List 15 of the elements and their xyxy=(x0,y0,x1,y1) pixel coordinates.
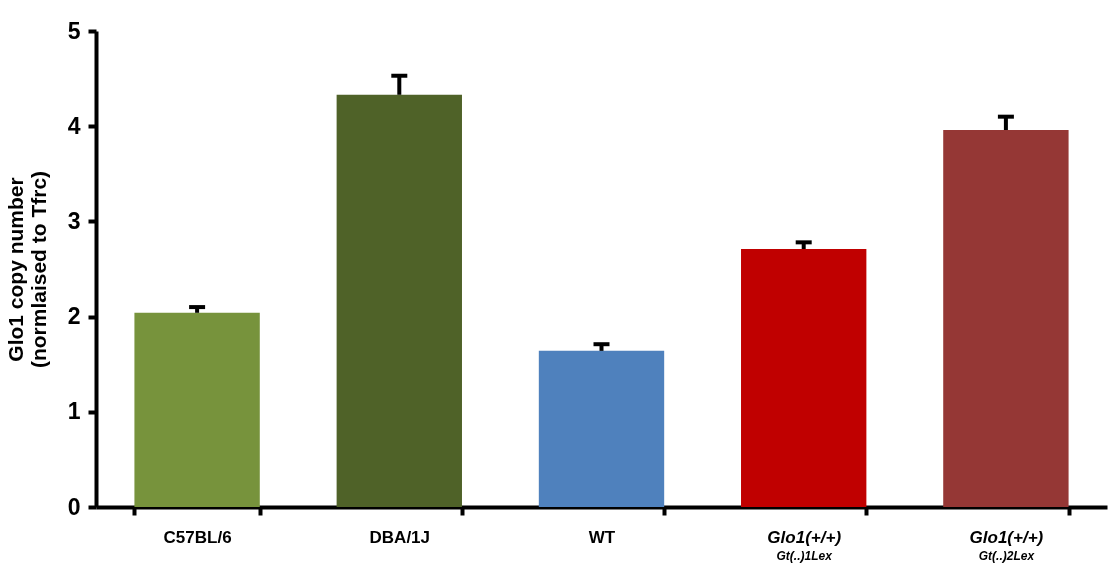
bar xyxy=(538,350,665,507)
y-tick-label: 0 xyxy=(67,493,81,520)
x-tick-label: C57BL/6 xyxy=(163,527,232,547)
y-tick-label: 5 xyxy=(67,17,81,44)
y-tick-label: 3 xyxy=(67,207,81,234)
y-tick-label: 2 xyxy=(67,303,81,330)
bar xyxy=(134,312,260,507)
bar xyxy=(741,249,867,507)
y-tick-label: 1 xyxy=(67,398,81,425)
bar xyxy=(943,130,1069,507)
y-axis-title: Glo1 copy number (normlaised to Tfrc) xyxy=(3,170,50,369)
bar xyxy=(336,94,462,507)
x-tick-label: DBA/1J xyxy=(369,527,431,547)
x-tick-label: WT xyxy=(588,527,616,547)
y-tick-label: 4 xyxy=(67,112,81,139)
